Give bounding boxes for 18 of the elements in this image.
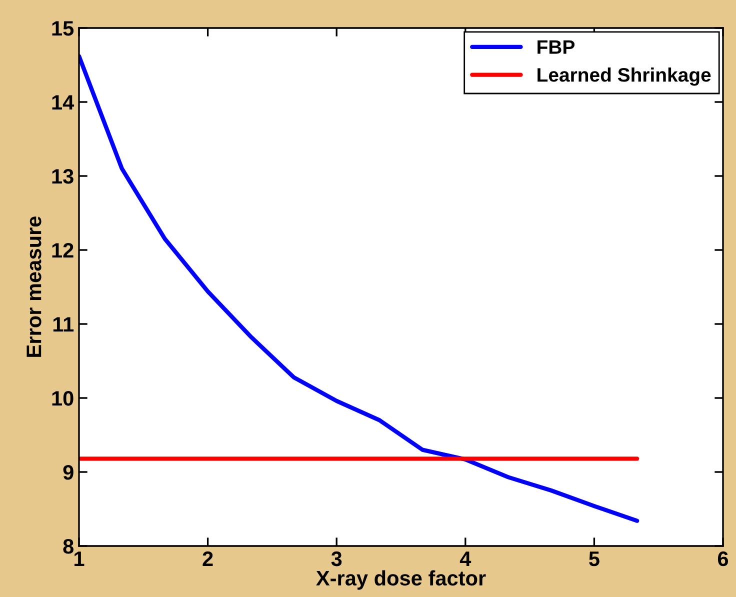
x-tick-label: 5: [589, 552, 600, 566]
x-tick-label: 4: [460, 552, 472, 566]
y-axis-title: Error measure: [26, 216, 42, 357]
x-axis-title: X-ray dose factor: [316, 570, 486, 590]
x-tick-label: 3: [331, 551, 342, 566]
legend-label: FBP: [538, 40, 575, 54]
x-tick-label: 2: [202, 551, 213, 566]
y-tick-label: 14: [52, 95, 74, 110]
y-tick-label: 15: [52, 21, 74, 36]
x-tick-label: 6: [718, 551, 728, 566]
x-tick-label: 1: [74, 552, 84, 566]
y-tick-label: 13: [52, 169, 74, 184]
y-tick-label: 8: [63, 539, 74, 554]
legend-label: Learned Shrinkage: [538, 68, 711, 86]
y-tick-label: 12: [52, 243, 74, 258]
y-tick-label: 11: [53, 317, 74, 332]
y-tick-label: 9: [63, 465, 74, 480]
y-tick-label: 10: [52, 391, 74, 406]
